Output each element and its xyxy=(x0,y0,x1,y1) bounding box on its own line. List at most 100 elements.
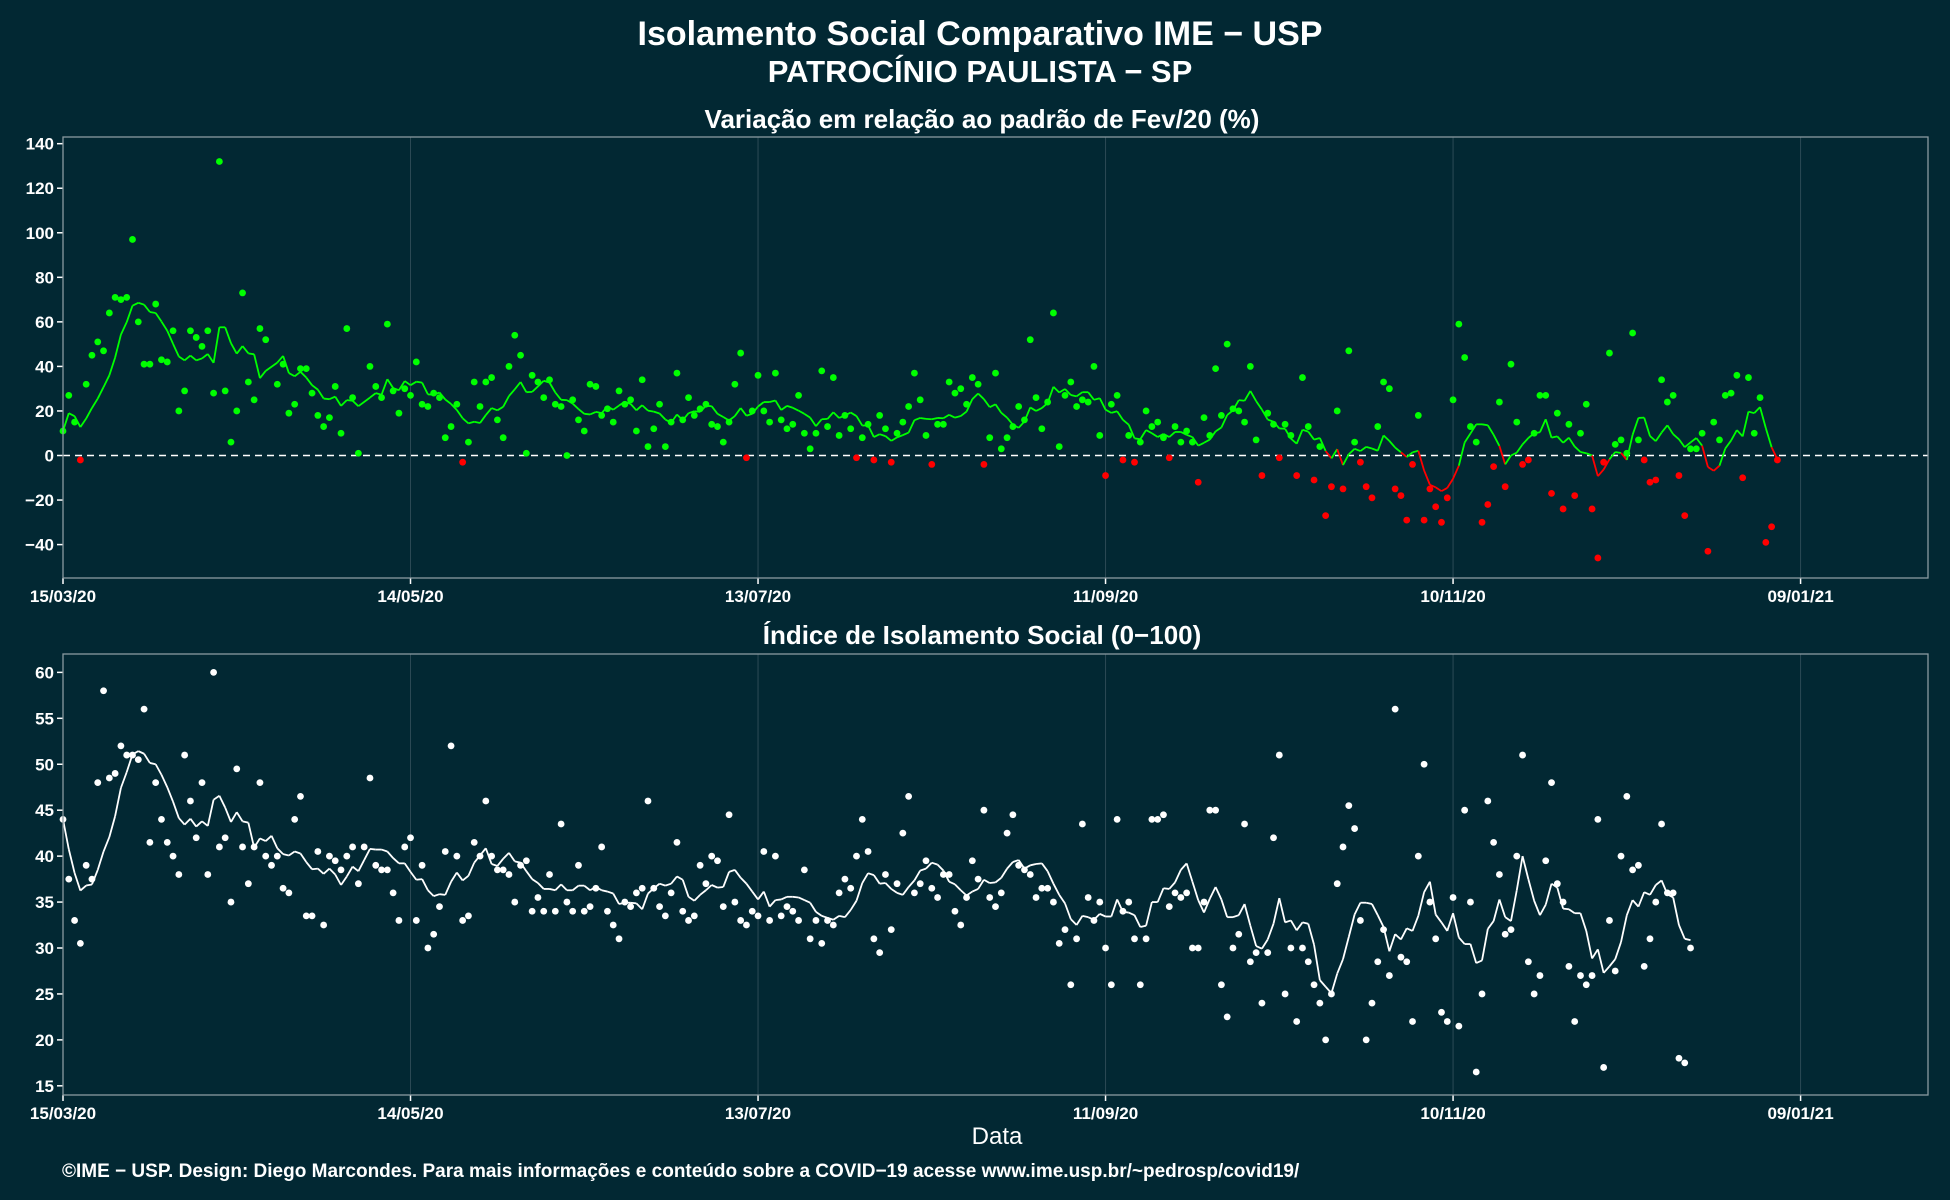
data-point xyxy=(934,420,941,428)
data-point xyxy=(1206,432,1214,439)
data-point xyxy=(1472,1068,1480,1076)
moving-average-segment xyxy=(329,395,336,401)
moving-average-segment xyxy=(403,862,412,873)
moving-average-segment xyxy=(1203,438,1211,444)
moving-average-segment xyxy=(317,389,325,400)
moving-average-segment xyxy=(641,893,649,910)
panel2-title: Índice de Isolamento Social (0−100) xyxy=(763,620,1202,650)
data-point xyxy=(1223,340,1231,348)
moving-average-segment xyxy=(1319,437,1327,452)
moving-average-segment xyxy=(218,795,226,808)
moving-average-segment xyxy=(630,901,637,905)
data-point xyxy=(285,889,293,897)
moving-average-segment xyxy=(1672,897,1680,926)
data-point xyxy=(117,742,125,750)
data-point xyxy=(766,917,774,924)
data-point xyxy=(1264,949,1272,956)
moving-average-segment xyxy=(954,415,961,419)
data-point xyxy=(349,394,356,401)
moving-average-segment xyxy=(1128,911,1135,917)
moving-average-segment xyxy=(224,326,232,344)
data-point xyxy=(1078,820,1086,828)
moving-average-segment xyxy=(386,378,394,389)
moving-average-segment xyxy=(1492,899,1501,922)
data-point xyxy=(760,848,768,855)
data-point xyxy=(847,884,855,892)
data-point xyxy=(1183,889,1191,897)
moving-average-segment xyxy=(740,877,748,885)
data-point xyxy=(239,289,246,297)
data-point xyxy=(667,418,675,426)
data-point xyxy=(1687,944,1694,952)
moving-average-segment xyxy=(1591,455,1599,477)
moving-average-segment xyxy=(1463,433,1472,443)
moving-average-segment xyxy=(809,902,817,913)
data-point xyxy=(1484,797,1492,805)
x-tick-label: 10/11/20 xyxy=(1420,587,1485,606)
moving-average-segment xyxy=(676,875,684,881)
data-point xyxy=(540,907,548,915)
data-point xyxy=(326,852,333,860)
data-point xyxy=(1414,412,1422,419)
moving-average-segment xyxy=(850,411,857,417)
data-point xyxy=(806,935,814,943)
moving-average-segment xyxy=(496,406,504,412)
moving-average-segment xyxy=(299,852,308,863)
moving-average-segment xyxy=(1429,483,1437,489)
moving-average-segment xyxy=(67,849,76,874)
moving-average-segment xyxy=(971,888,979,893)
moving-average-segment xyxy=(1087,391,1095,401)
data-point xyxy=(424,403,432,410)
y-tick-label: 45 xyxy=(35,801,54,820)
data-point xyxy=(1513,852,1521,860)
moving-average-segment xyxy=(294,371,302,377)
data-point xyxy=(1426,898,1434,906)
data-point xyxy=(1050,309,1057,317)
moving-average-segment xyxy=(357,859,365,872)
data-point xyxy=(911,369,918,377)
data-point xyxy=(824,917,831,924)
data-point xyxy=(1756,394,1764,401)
data-point xyxy=(1698,429,1706,437)
data-point xyxy=(1553,880,1561,888)
moving-average-segment xyxy=(160,321,169,332)
moving-average-segment xyxy=(1058,894,1066,904)
data-point xyxy=(1472,438,1480,446)
data-point xyxy=(1391,705,1399,713)
moving-average-segment xyxy=(1295,429,1304,445)
data-point xyxy=(1385,385,1393,393)
data-point xyxy=(714,423,721,430)
data-point xyxy=(187,797,194,805)
data-point xyxy=(187,327,194,335)
data-point xyxy=(262,336,270,344)
data-point xyxy=(1571,492,1579,499)
moving-average-segment xyxy=(253,354,261,379)
moving-average-segment xyxy=(1000,868,1008,879)
moving-average-segment xyxy=(1278,897,1286,923)
moving-average-segment xyxy=(1243,390,1252,402)
moving-average-segment xyxy=(1302,428,1309,433)
moving-average-segment xyxy=(1261,938,1269,950)
moving-average-segment xyxy=(1602,965,1611,974)
data-point xyxy=(389,889,397,897)
data-point xyxy=(1611,967,1619,975)
moving-average-segment xyxy=(577,408,585,415)
data-point xyxy=(992,369,999,377)
moving-average-segment xyxy=(855,415,864,427)
data-point xyxy=(829,921,837,929)
moving-average-segment xyxy=(230,342,238,355)
data-point xyxy=(407,391,414,399)
data-point xyxy=(847,425,855,433)
moving-average-segment xyxy=(265,835,273,842)
data-point xyxy=(656,400,663,408)
moving-average-segment xyxy=(450,872,458,883)
moving-average-segment xyxy=(1544,418,1553,438)
moving-average-segment xyxy=(386,850,394,859)
data-point xyxy=(268,861,275,869)
moving-average-segment xyxy=(172,801,180,819)
moving-average-segment xyxy=(1365,901,1373,905)
data-point xyxy=(488,852,496,860)
data-point xyxy=(1084,894,1092,901)
data-point xyxy=(1530,990,1538,998)
data-point xyxy=(690,412,698,419)
